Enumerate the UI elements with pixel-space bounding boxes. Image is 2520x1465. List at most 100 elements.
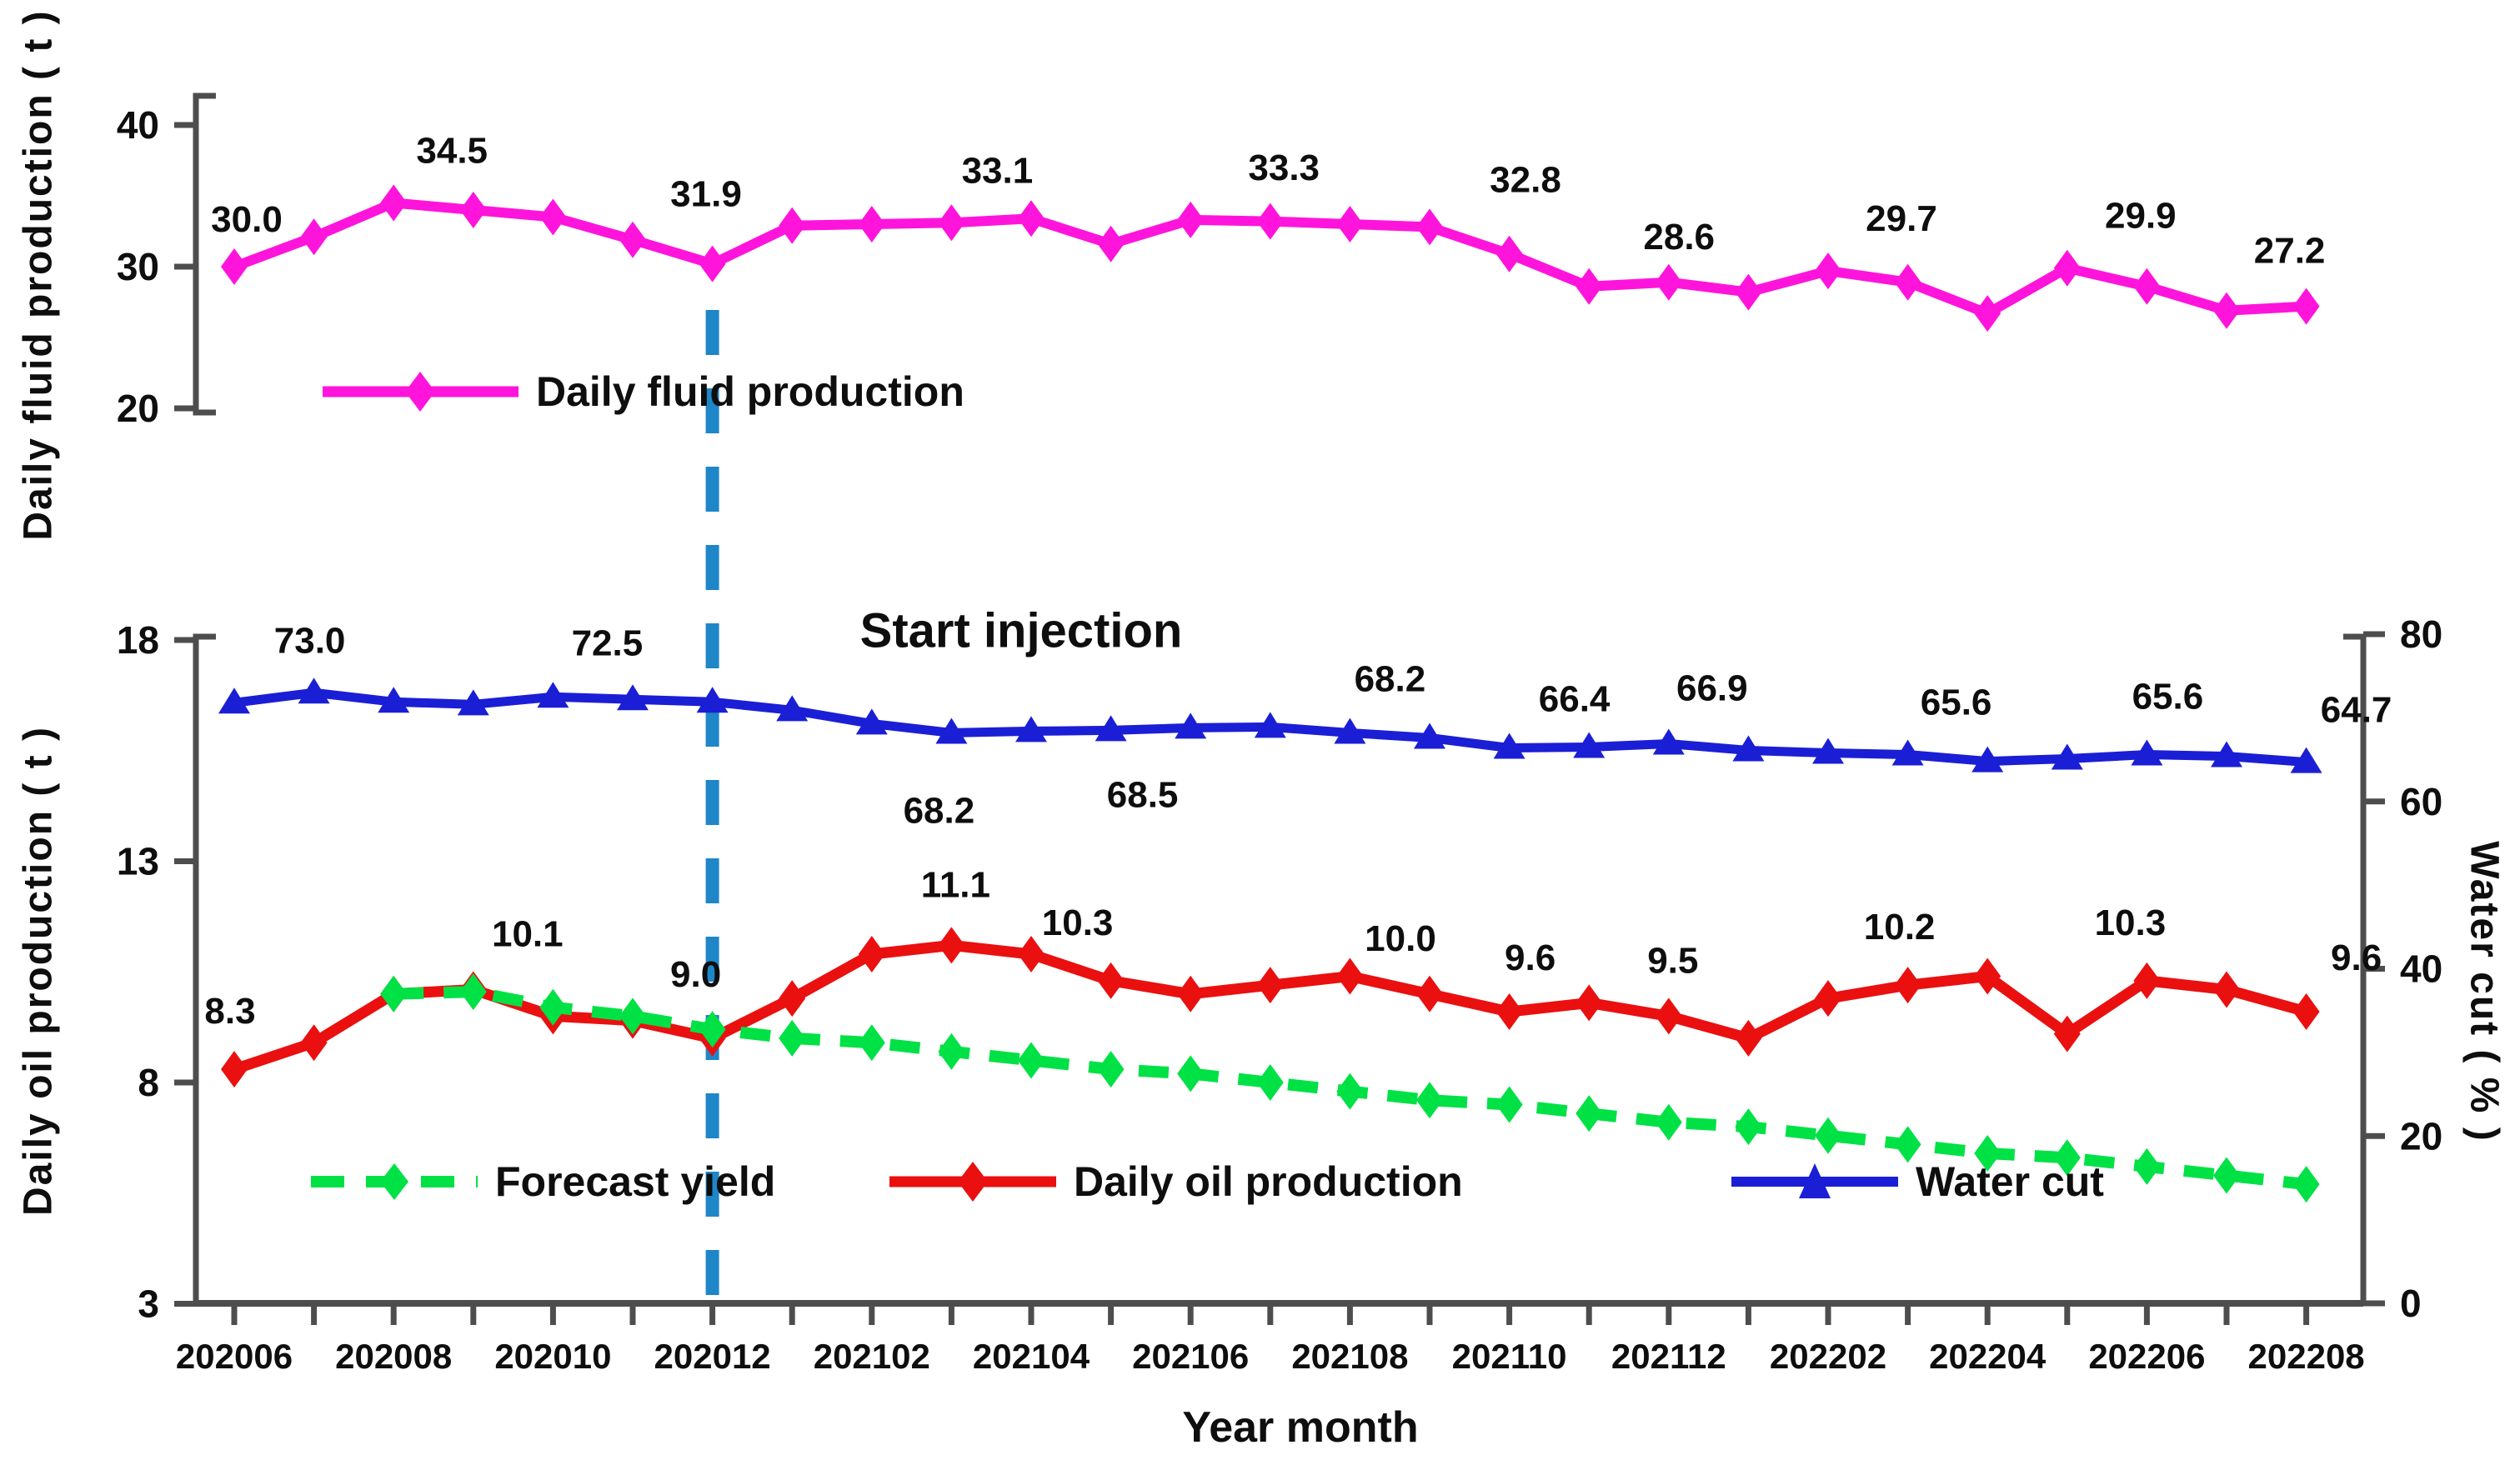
data-point-diamond [1974,958,2001,995]
data-point-diamond [1655,1103,1682,1141]
data-point-triangle [1015,716,1047,742]
data-value-label: 65.6 [1921,682,1992,723]
data-point-diamond [380,975,408,1012]
data-point-triangle [537,682,569,708]
oil-axis-title: Daily oil production ( t ) [16,726,61,1216]
axis-tick-label: 8 [138,1061,159,1104]
data-point-diamond [459,192,487,228]
x-tick-label: 202202 [1770,1337,1886,1376]
data-value-label: 9.0 [670,954,721,995]
water-legend-swatch [1731,1163,1898,1198]
data-point-diamond [858,1024,885,1062]
data-point-diamond [1576,1095,1603,1132]
x-tick-label: 202108 [1291,1337,1408,1376]
data-value-label: 10.1 [492,913,564,954]
data-value-label: 33.1 [962,150,1034,191]
x-tick-label: 202008 [335,1337,452,1376]
legend-forecast-yield: Forecast yield [307,1155,775,1208]
data-point-diamond [1815,1117,1841,1154]
data-point-diamond [1735,1108,1762,1146]
legend-water-cut-label: Water cut [1916,1158,2104,1205]
data-point-triangle [1573,732,1606,758]
data-point-diamond [1495,993,1523,1031]
legend-daily-fluid-label: Daily fluid production [536,368,964,415]
data-point-diamond [1177,1055,1205,1092]
data-point-triangle [298,678,330,704]
data-point-diamond [1655,998,1682,1035]
x-tick-label: 202104 [973,1337,1090,1376]
data-value-label: 9.5 [1647,940,1698,981]
data-value-label: 64.7 [2321,690,2392,731]
data-point-diamond [1177,975,1205,1012]
start-injection-annotation: Start injection [859,603,1183,658]
data-point-triangle [1732,735,1765,762]
data-point-diamond [1256,202,1284,240]
data-point-diamond [1416,208,1443,246]
data-point-triangle [2290,747,2322,773]
data-value-label: 29.7 [1866,198,1937,239]
oil-axis-spine [193,633,216,1303]
data-point-diamond [2213,292,2240,329]
data-point-triangle [457,689,489,716]
data-point-triangle [1095,715,1127,742]
data-point-diamond [1974,295,2001,332]
data-value-label: 68.5 [1107,774,1179,815]
diamond-marker-icon [405,372,435,412]
data-point-diamond [1735,1019,1762,1057]
data-value-label: 66.4 [1539,679,1611,720]
x-tick-label: 202010 [494,1337,611,1376]
legend-daily-oil-label: Daily oil production [1074,1158,1463,1205]
data-point-diamond [699,245,726,282]
axis-tick-label: 30 [117,245,159,288]
data-value-label: 10.3 [2095,902,2167,943]
data-point-triangle [1254,712,1286,738]
data-point-diamond [1336,1072,1364,1110]
data-value-label: 32.8 [1490,159,1561,200]
data-value-label: 33.3 [1248,148,1320,188]
triangle-marker-icon [1799,1163,1831,1198]
data-point-triangle [1812,738,1844,764]
data-value-label: 11.1 [921,864,990,905]
data-point-triangle [1493,732,1526,759]
data-point-diamond [1576,268,1603,305]
data-point-diamond [2292,1166,2320,1203]
data-point-diamond [1018,1042,1045,1079]
data-point-triangle [696,687,729,713]
data-value-label: 68.2 [904,790,975,831]
data-point-diamond [1097,225,1125,262]
data-point-diamond [300,1024,328,1062]
data-point-triangle [1971,746,2004,772]
data-point-diamond [1097,962,1125,999]
data-value-label: 9.6 [1505,938,1556,978]
data-point-diamond [619,221,646,258]
data-point-diamond [1336,206,1364,242]
data-point-diamond [2133,1148,2161,1185]
axis-tick-label: 20 [2400,1114,2442,1158]
x-tick-label: 202110 [1452,1337,1567,1376]
data-value-label: 28.6 [1643,217,1715,258]
data-point-diamond [1815,980,1841,1018]
legend-daily-oil: Daily oil production [885,1155,1463,1208]
diamond-marker-icon [380,1163,408,1200]
data-value-label: 34.5 [416,131,488,172]
data-point-diamond [2292,288,2320,325]
data-point-diamond [1416,975,1443,1012]
data-point-diamond [1097,1051,1125,1088]
fluid-axis-spine [193,92,216,416]
x-tick-label: 202112 [1611,1337,1726,1376]
axis-tick-label: 18 [117,618,159,662]
data-point-diamond [938,204,965,242]
x-tick-label: 202106 [1132,1337,1249,1376]
data-point-triangle [378,687,410,713]
fluid-legend-swatch [323,372,519,412]
fluid-axis-title: Daily fluid production ( t ) [16,9,61,541]
data-point-triangle [1175,712,1207,739]
data-point-triangle [2131,739,2163,766]
data-value-label: 27.2 [2254,231,2326,272]
data-point-diamond [2053,249,2081,287]
axis-tick-label: 40 [117,103,159,147]
data-point-triangle [1334,718,1366,744]
data-point-diamond [2292,993,2320,1031]
